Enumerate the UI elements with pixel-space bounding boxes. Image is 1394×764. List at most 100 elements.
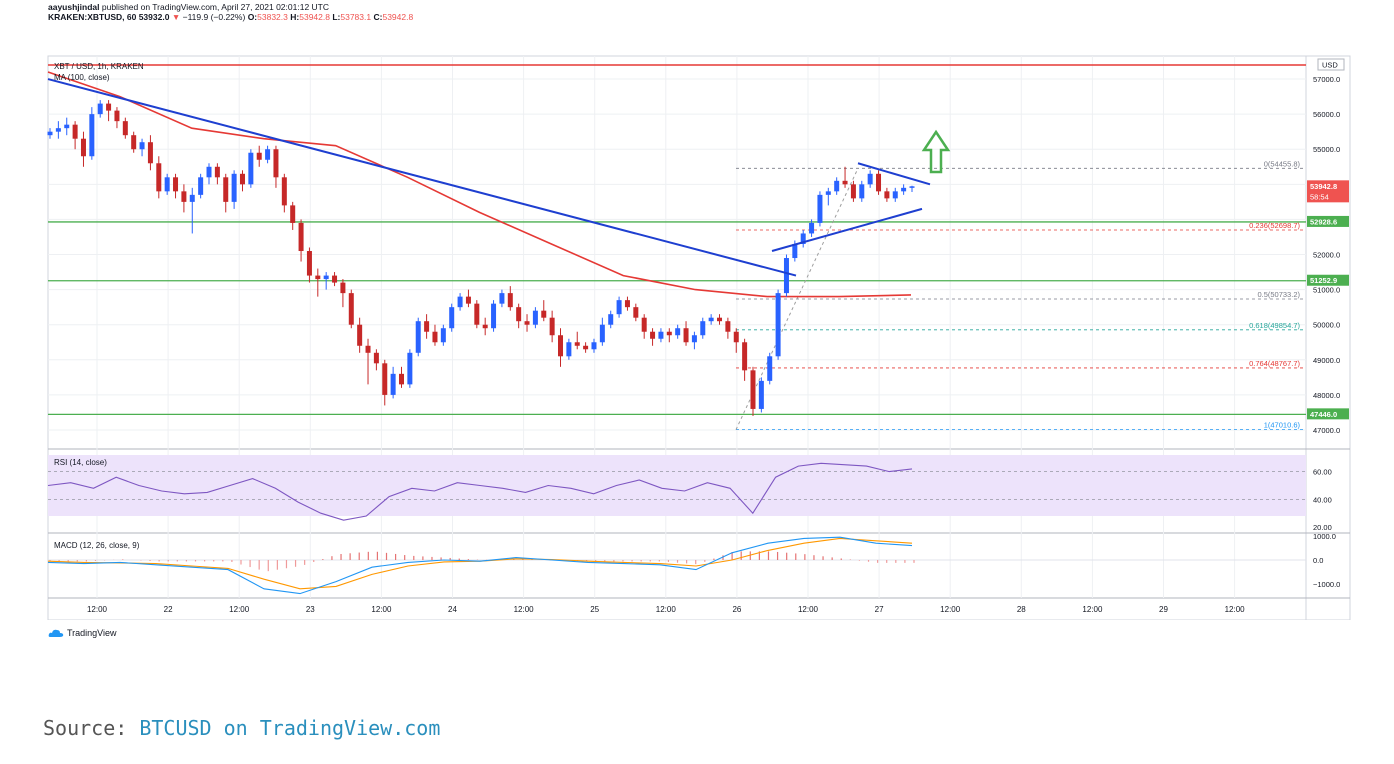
candle-body: [541, 310, 547, 318]
candle-body: [181, 191, 187, 202]
candle-body: [733, 331, 739, 343]
price-tick-label: 50000.0: [1313, 321, 1340, 330]
price-badge-label: 53942.8: [1310, 182, 1337, 191]
candle-body: [825, 191, 831, 195]
candle-body: [641, 317, 647, 332]
candle-body: [256, 152, 262, 160]
fib-level-label: 0.618(49854.7): [1249, 321, 1300, 330]
candle-body: [792, 243, 798, 259]
price-badge: [1307, 274, 1349, 286]
candle-body: [624, 300, 630, 308]
candle-body: [574, 342, 580, 346]
candle-body: [457, 296, 463, 308]
candle-body: [892, 191, 898, 199]
currency-badge: [1317, 58, 1345, 71]
candle-body: [909, 186, 915, 188]
rsi-tick-label: 40.00: [1313, 495, 1332, 504]
time-tick-label: 29: [1159, 605, 1168, 614]
symbol: KRAKEN:XBTUSD, 60: [48, 12, 137, 22]
candle-body: [725, 321, 731, 332]
candle-body: [122, 121, 128, 136]
candle-body: [373, 352, 379, 364]
macd-tick-label: −1000.0: [1313, 580, 1340, 589]
ma-label: MA (100, close): [54, 73, 110, 82]
candle-body: [742, 342, 748, 371]
candle-body: [566, 342, 572, 357]
candle-body: [783, 258, 789, 294]
candle-body: [859, 184, 865, 199]
tradingview-brand[interactable]: TradingView: [48, 628, 117, 638]
ohlc-line: KRAKEN:XBTUSD, 60 53932.0 ▼ −119.9 (−0.2…: [48, 12, 413, 22]
candle-body: [265, 149, 271, 160]
time-tick-label: 28: [1017, 605, 1026, 614]
high-value: 53942.8: [299, 12, 330, 22]
time-tick-label: 12:00: [371, 605, 392, 614]
time-tick-label: 27: [875, 605, 884, 614]
candle-body: [842, 180, 848, 185]
rsi-pane[interactable]: [47, 462, 1306, 521]
price-tick-label: 57000.0: [1313, 75, 1340, 84]
chart-canvas[interactable]: 0(54455.8) 0.236(52698.7) 0.5(50733.2) 0.61…: [0, 0, 1394, 620]
candle-body: [474, 303, 480, 325]
candle-body: [583, 345, 589, 350]
price-badge-label: 47446.0: [1310, 410, 1337, 419]
triangle-resistance-line: [857, 162, 931, 186]
candle-body: [867, 173, 873, 185]
candle-body: [834, 180, 840, 192]
time-tick-label: 12:00: [1225, 605, 1246, 614]
candle-body: [901, 187, 907, 192]
candle-body: [558, 335, 564, 357]
candle-body: [72, 124, 78, 139]
downtrend-line: [47, 78, 797, 277]
time-tick-label: 12:00: [940, 605, 961, 614]
candle-body: [465, 296, 471, 304]
fib-level-label: 1(47010.6): [1264, 421, 1301, 430]
published-text: published on TradingView.com, April 27, …: [101, 2, 330, 12]
time-tick-label: 23: [306, 605, 315, 614]
candle-body: [532, 310, 538, 325]
candle-body: [390, 373, 396, 395]
price-badge: [1307, 408, 1349, 420]
candle-body: [700, 321, 706, 336]
candle-body: [633, 307, 639, 318]
price-pane[interactable]: 0(54455.8) 0.236(52698.7) 0.5(50733.2) 0.61…: [47, 64, 1307, 431]
candle-body: [499, 293, 505, 304]
price-tick-label: 51000.0: [1313, 286, 1340, 295]
candle-body: [432, 331, 438, 343]
author[interactable]: aayushjindal: [48, 2, 100, 12]
up-arrow-icon: [921, 129, 951, 174]
last-price: 53932.0: [138, 12, 170, 22]
candle-body: [758, 380, 764, 409]
macd-pane[interactable]: [47, 536, 1306, 595]
time-tick-label: 12:00: [87, 605, 108, 614]
candle-body: [507, 293, 513, 308]
candle-body: [281, 177, 287, 206]
axes: 12:00 22 12:00 23 12:00 24 12:00 25 12:00 26 12:00…: [87, 58, 1349, 614]
candle-body: [106, 103, 112, 111]
candle-body: [717, 317, 723, 322]
triangle-support-line: [771, 207, 923, 252]
price-badge-label: 51252.9: [1310, 276, 1337, 285]
candle-body: [415, 321, 421, 353]
candle-body: [691, 335, 697, 343]
candle-body: [591, 342, 597, 350]
candle-body: [817, 194, 823, 223]
fib-level-label: 0.5(50733.2): [1257, 290, 1300, 299]
candle-body: [323, 275, 329, 280]
source-link[interactable]: BTCUSD on TradingView.com: [139, 716, 441, 740]
time-tick-label: 25: [590, 605, 599, 614]
candle-body: [231, 173, 237, 202]
candle-body: [298, 222, 304, 252]
source-prefix: Source:: [43, 716, 140, 740]
candle-body: [248, 152, 254, 185]
publisher-line: aayushjindal published on TradingView.co…: [48, 2, 329, 12]
main-title: XBT / USD, 1h, KRAKEN: [54, 62, 144, 71]
price-badge: [1307, 215, 1349, 227]
price-tick-label: 47000.0: [1313, 426, 1340, 435]
candle-body: [850, 184, 856, 199]
candle-body: [616, 300, 622, 315]
source-footer: Source: BTCUSD on TradingView.com: [43, 716, 440, 740]
rsi-line: [47, 462, 913, 521]
ma-line: [47, 71, 912, 298]
time-tick-label: 12:00: [229, 605, 250, 614]
